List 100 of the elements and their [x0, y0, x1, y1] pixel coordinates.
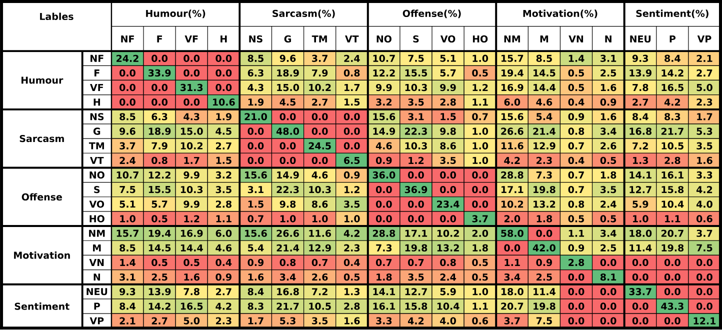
- data-label: 0.0: [664, 274, 680, 281]
- data-label: 5.1: [440, 55, 456, 62]
- data-label: 7.3: [376, 244, 392, 252]
- data-label: 1.5: [216, 157, 232, 164]
- data-label: 1.5: [344, 98, 360, 106]
- data-label: 13.2: [534, 200, 556, 208]
- data-label: 13.9: [630, 70, 652, 77]
- data-label: 0.8: [568, 200, 584, 208]
- text: Sentiment: [14, 302, 70, 310]
- data-label: 4.2: [216, 302, 232, 310]
- data-label: 0.0: [696, 288, 712, 296]
- data-label: 1.0: [312, 215, 328, 223]
- data-label: 14.2: [148, 302, 170, 310]
- data-label: 1.0: [472, 54, 488, 62]
- data-label: 10.3: [309, 186, 331, 194]
- data-label: 0.7: [568, 142, 584, 150]
- data-label: 0.0: [120, 70, 136, 77]
- data-label: 0.0: [280, 142, 296, 150]
- data-label: 0.0: [696, 274, 712, 281]
- data-label: 0.9: [536, 259, 552, 266]
- x-tick-label: N: [605, 36, 612, 43]
- data-label: 9.9: [184, 200, 200, 208]
- data-label: 0.0: [376, 200, 392, 208]
- text: Humour: [22, 76, 64, 84]
- data-label: 15.7: [502, 55, 524, 62]
- data-label: 1.9: [248, 98, 264, 106]
- data-label: 0.0: [472, 200, 488, 208]
- data-label: 17.1: [502, 186, 524, 194]
- data-label: 33.7: [629, 288, 652, 296]
- data-label: 4.0: [696, 200, 712, 208]
- data-label: 7.5: [696, 244, 712, 252]
- y-tick-label: VF: [90, 84, 103, 92]
- data-label: 0.0: [600, 288, 616, 296]
- data-label: 18.0: [502, 288, 524, 296]
- data-label: 12.7: [630, 186, 652, 194]
- data-label: 10.2: [437, 230, 459, 238]
- data-label: 0.0: [376, 215, 392, 223]
- data-label: 14.4: [180, 244, 203, 252]
- y-tick-label: VO: [89, 200, 104, 208]
- data-label: 9.6: [280, 54, 296, 62]
- data-label: 0.0: [152, 54, 168, 62]
- data-label: 0.0: [408, 172, 424, 179]
- data-label: 9.6: [120, 128, 136, 136]
- data-label: 2.3: [216, 317, 232, 325]
- data-label: 0.7: [248, 215, 264, 223]
- data-label: 19.8: [662, 244, 684, 252]
- data-label: 1.8: [376, 274, 392, 281]
- data-label: 7.5: [408, 55, 424, 62]
- data-label: 3.7: [504, 317, 520, 325]
- data-label: 4.5: [216, 128, 232, 136]
- y-tick-label: NO: [90, 172, 104, 179]
- data-label: 0.0: [536, 230, 552, 238]
- data-label: 17.1: [405, 230, 428, 237]
- data-label: 28.8: [372, 230, 396, 238]
- data-label: 0.0: [152, 84, 168, 92]
- data-label: 4.2: [696, 186, 712, 194]
- data-label: 15.6: [245, 230, 267, 238]
- data-label: 1.1: [472, 98, 488, 106]
- data-label: 1.1: [568, 230, 584, 237]
- data-label: 15.6: [373, 113, 396, 120]
- data-label: 15.7: [116, 230, 138, 238]
- text: Humour(%): [146, 10, 206, 18]
- data-label: 11.6: [502, 142, 524, 150]
- data-label: 4.2: [344, 230, 360, 238]
- data-label: 5.3: [280, 317, 296, 325]
- data-label: 0.7: [376, 259, 392, 266]
- data-label: 20.7: [661, 230, 684, 238]
- data-label: 4.2: [408, 317, 424, 325]
- data-label: 2.0: [504, 215, 520, 223]
- data-label: 7.9: [152, 142, 168, 150]
- data-label: 0.0: [344, 128, 360, 136]
- data-label: 1.9: [216, 113, 232, 120]
- data-label: 8.6: [440, 142, 456, 150]
- data-label: 0.7: [568, 172, 584, 179]
- data-label: 12.9: [534, 142, 556, 150]
- data-label: 0.7: [408, 259, 424, 266]
- data-label: 1.8: [536, 215, 552, 223]
- data-label: 2.5: [600, 70, 616, 77]
- data-label: 5.4: [536, 113, 552, 120]
- data-label: 16.9: [502, 84, 524, 92]
- data-label: 5.0: [184, 317, 200, 325]
- data-label: 12.2: [148, 172, 170, 179]
- data-label: 10.4: [437, 302, 460, 310]
- data-label: 0.0: [312, 113, 328, 120]
- data-label: 1.0: [344, 215, 360, 223]
- data-label: 16.5: [180, 302, 203, 310]
- data-label: 5.4: [248, 244, 264, 252]
- data-label: 0.0: [152, 98, 168, 106]
- data-label: 10.2: [180, 142, 202, 150]
- data-label: 4.5: [280, 98, 296, 106]
- data-label: 0.5: [568, 70, 584, 77]
- data-label: 0.8: [280, 259, 296, 266]
- data-label: 1.2: [184, 215, 200, 222]
- data-label: 5.9: [632, 200, 648, 208]
- data-label: 0.0: [344, 113, 360, 120]
- data-label: 6.0: [216, 230, 232, 238]
- x-tick-label: VP: [697, 36, 712, 43]
- data-label: 4.6: [312, 172, 328, 179]
- data-label: 16.9: [180, 230, 203, 238]
- data-label: 3.4: [504, 274, 520, 281]
